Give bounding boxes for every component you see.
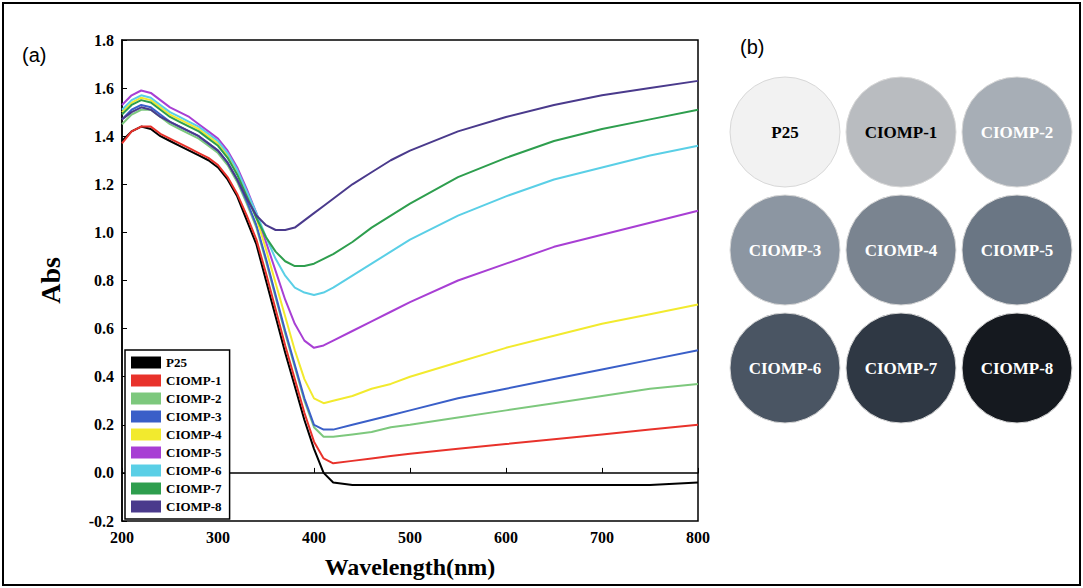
svg-text:CIOMP-7: CIOMP-7 [166, 481, 222, 496]
html-text:(b): (b) [740, 36, 765, 58]
svg-text:CIOMP-7: CIOMP-7 [865, 359, 938, 378]
svg-text:CIOMP-4: CIOMP-4 [166, 427, 222, 442]
svg-text:CIOMP-6: CIOMP-6 [749, 359, 822, 378]
svg-text:0.8: 0.8 [94, 272, 114, 289]
svg-text:1.8: 1.8 [94, 32, 114, 49]
svg-text:500: 500 [398, 529, 422, 546]
svg-text:CIOMP-8: CIOMP-8 [166, 499, 222, 514]
svg-text:300: 300 [206, 529, 230, 546]
svg-text:200: 200 [110, 529, 134, 546]
svg-text:CIOMP-2: CIOMP-2 [166, 391, 222, 406]
svg-text:P25: P25 [166, 355, 187, 370]
svg-text:Abs: Abs [35, 257, 66, 304]
html-text:(a): (a) [22, 44, 47, 66]
svg-text:CIOMP-3: CIOMP-3 [749, 241, 822, 260]
svg-text:1.4: 1.4 [94, 128, 114, 145]
svg-text:0.0: 0.0 [94, 464, 114, 481]
svg-text:1.0: 1.0 [94, 224, 114, 241]
svg-text:1.2: 1.2 [94, 176, 114, 193]
svg-text:800: 800 [686, 529, 710, 546]
svg-text:0.6: 0.6 [94, 320, 114, 337]
svg-text:400: 400 [302, 529, 326, 546]
svg-text:P25: P25 [771, 123, 798, 142]
svg-text:CIOMP-1: CIOMP-1 [865, 123, 938, 142]
svg-text:600: 600 [494, 529, 518, 546]
svg-text:CIOMP-2: CIOMP-2 [981, 123, 1054, 142]
svg-text:1.6: 1.6 [94, 80, 114, 97]
svg-text:0.4: 0.4 [94, 368, 114, 385]
svg-text:CIOMP-1: CIOMP-1 [166, 373, 222, 388]
svg-text:CIOMP-3: CIOMP-3 [166, 409, 222, 424]
svg-text:CIOMP-8: CIOMP-8 [981, 359, 1054, 378]
svg-text:CIOMP-6: CIOMP-6 [166, 463, 222, 478]
svg-text:Wavelength(nm): Wavelength(nm) [325, 554, 496, 580]
svg-text:0.2: 0.2 [94, 416, 114, 433]
svg-text:CIOMP-5: CIOMP-5 [981, 241, 1054, 260]
svg-text:CIOMP-4: CIOMP-4 [865, 241, 938, 260]
svg-text:CIOMP-5: CIOMP-5 [166, 445, 222, 460]
svg-text:700: 700 [590, 529, 614, 546]
svg-text:-0.2: -0.2 [89, 513, 114, 530]
